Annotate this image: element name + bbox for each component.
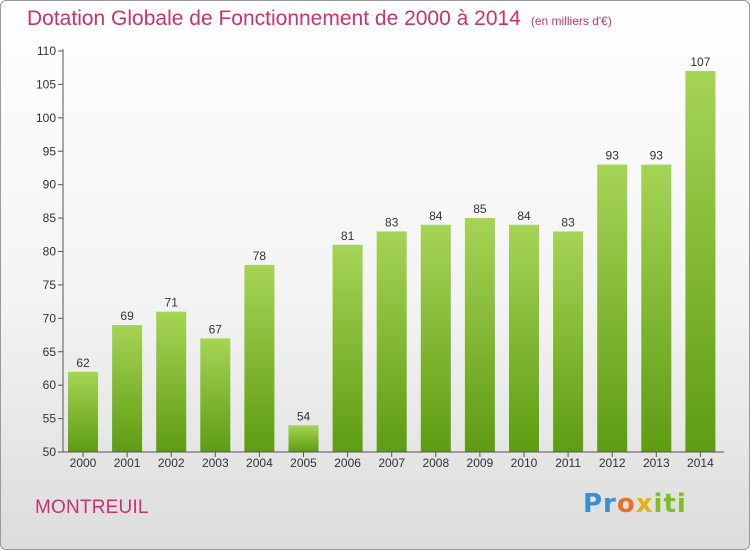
x-tick-label: 2001 bbox=[114, 456, 141, 470]
y-tick-label: 100 bbox=[36, 111, 56, 125]
x-tick-label: 2005 bbox=[290, 456, 317, 470]
bar bbox=[332, 244, 363, 452]
bar bbox=[464, 218, 495, 452]
data-label: 93 bbox=[606, 149, 620, 163]
chart-subtitle: (en milliers d'€) bbox=[530, 14, 612, 28]
y-axis: 50 55 60 65 70 75 80 85 90 95 100 105 110 bbox=[36, 44, 64, 459]
data-label: 67 bbox=[209, 322, 223, 336]
x-tick-label: 2011 bbox=[555, 456, 581, 470]
bar bbox=[420, 224, 451, 452]
bars: 62 69 71 67 78 54 81 83 84 85 84 83 93 93 107 bbox=[68, 55, 716, 453]
logo-part: iti bbox=[653, 489, 687, 519]
y-tick-label: 80 bbox=[43, 245, 57, 259]
x-tick-label: 2004 bbox=[246, 456, 273, 470]
bar bbox=[597, 164, 628, 452]
logo-part: x bbox=[635, 489, 654, 519]
y-tick-label: 90 bbox=[43, 178, 57, 192]
x-tick-label: 2012 bbox=[599, 456, 626, 470]
x-tick-label: 2013 bbox=[643, 456, 670, 470]
x-axis: 2000 2001 2002 2003 2004 2005 2006 2007 2008 2009… bbox=[63, 451, 724, 470]
data-label: 85 bbox=[473, 202, 487, 216]
y-tick-label: 105 bbox=[36, 77, 56, 91]
x-tick-label: 2009 bbox=[467, 456, 494, 470]
bar bbox=[685, 71, 716, 453]
bar bbox=[200, 338, 231, 452]
x-tick-label: 2003 bbox=[202, 456, 229, 470]
bar bbox=[641, 164, 672, 452]
y-tick-label: 60 bbox=[43, 378, 57, 392]
y-tick-label: 85 bbox=[43, 211, 57, 225]
chart-title: Dotation Globale de Fonctionnement de 20… bbox=[27, 7, 612, 31]
y-tick-label: 95 bbox=[43, 144, 57, 158]
data-label: 54 bbox=[297, 409, 311, 423]
proxiti-logo: Proxiti bbox=[583, 489, 687, 519]
x-tick-label: 2000 bbox=[70, 456, 97, 470]
bar bbox=[376, 231, 407, 452]
data-label: 78 bbox=[253, 249, 267, 263]
bar bbox=[156, 311, 187, 452]
bar bbox=[553, 231, 584, 452]
data-label: 69 bbox=[120, 309, 134, 323]
data-label: 84 bbox=[517, 209, 531, 223]
logo-part: Pr bbox=[583, 489, 617, 519]
x-tick-label: 2010 bbox=[511, 456, 538, 470]
x-tick-label: 2014 bbox=[687, 456, 714, 470]
data-label: 93 bbox=[650, 149, 664, 163]
y-tick-label: 55 bbox=[43, 412, 57, 426]
x-tick-label: 2007 bbox=[378, 456, 405, 470]
bar bbox=[509, 224, 539, 452]
y-tick-label: 75 bbox=[43, 278, 57, 292]
data-label: 62 bbox=[76, 356, 90, 370]
data-label: 71 bbox=[165, 296, 179, 310]
data-label: 84 bbox=[429, 209, 443, 223]
x-tick-label: 2006 bbox=[334, 456, 361, 470]
data-label: 107 bbox=[690, 55, 710, 69]
bar bbox=[68, 371, 98, 452]
bar bbox=[112, 325, 143, 452]
chart-title-text: Dotation Globale de Fonctionnement de 20… bbox=[27, 7, 521, 30]
logo-part: o bbox=[616, 489, 636, 519]
bar bbox=[288, 425, 319, 452]
y-tick-label: 65 bbox=[43, 345, 57, 359]
x-tick-label: 2008 bbox=[422, 456, 449, 470]
y-tick-label: 110 bbox=[37, 44, 56, 58]
data-label: 83 bbox=[561, 215, 575, 229]
commune-name: MONTREUIL bbox=[35, 497, 149, 518]
bar bbox=[244, 264, 275, 452]
y-tick-label: 50 bbox=[43, 445, 57, 459]
data-label: 81 bbox=[341, 229, 355, 243]
y-tick-label: 70 bbox=[43, 311, 57, 325]
x-tick-label: 2002 bbox=[158, 456, 185, 470]
data-label: 83 bbox=[385, 215, 399, 229]
